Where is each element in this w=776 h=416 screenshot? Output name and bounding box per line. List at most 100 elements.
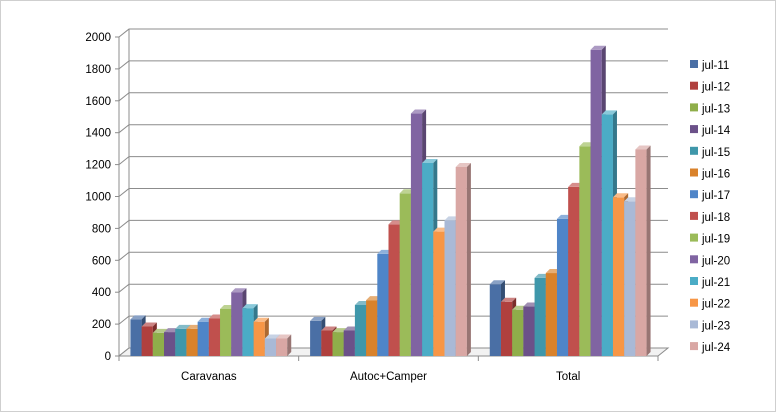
bar-top bbox=[242, 304, 258, 309]
legend-swatch bbox=[690, 320, 698, 329]
y-tick-label: 0 bbox=[105, 351, 111, 363]
bar-top bbox=[152, 328, 169, 333]
bars bbox=[130, 45, 651, 356]
legend-swatch bbox=[690, 103, 698, 112]
bar bbox=[455, 162, 471, 356]
legend-item: jul-15 bbox=[690, 146, 730, 159]
bar-front bbox=[152, 332, 165, 356]
bar-top bbox=[253, 317, 269, 322]
bar-front bbox=[410, 113, 423, 356]
legend-label: jul-12 bbox=[701, 82, 730, 94]
bar-front bbox=[444, 220, 456, 356]
bar-front bbox=[332, 332, 344, 356]
legend-label: jul-15 bbox=[701, 147, 730, 159]
legend-label: jul-19 bbox=[701, 234, 730, 246]
bar-top bbox=[590, 45, 606, 50]
legend-swatch bbox=[690, 60, 698, 68]
legend-label: jul-14 bbox=[701, 125, 731, 137]
y-tick-label: 1200 bbox=[85, 160, 111, 172]
legend-label: jul-13 bbox=[701, 103, 730, 115]
bar-front bbox=[590, 49, 602, 356]
bar-front bbox=[377, 253, 389, 356]
legend-item: jul-16 bbox=[690, 168, 730, 181]
bar-side bbox=[646, 145, 651, 356]
bar-front bbox=[422, 163, 434, 356]
legend-label: jul-23 bbox=[701, 320, 730, 332]
bar-front bbox=[601, 114, 613, 356]
legend-item: jul-23 bbox=[690, 320, 730, 332]
legend-item: jul-14 bbox=[690, 125, 731, 137]
legend-swatch bbox=[690, 342, 698, 351]
legend-swatch bbox=[690, 277, 698, 285]
legend-label: jul-16 bbox=[701, 169, 730, 181]
bar-front bbox=[321, 330, 333, 356]
bar-front bbox=[523, 306, 535, 356]
bar-front bbox=[242, 308, 254, 356]
bar-top bbox=[264, 334, 281, 339]
bar-front bbox=[545, 273, 557, 356]
bar-side bbox=[466, 162, 471, 356]
legend-swatch bbox=[690, 298, 698, 307]
bar-top bbox=[489, 280, 505, 285]
legend-label: jul-20 bbox=[701, 255, 730, 267]
legend-item: jul-20 bbox=[690, 255, 730, 267]
bar-top bbox=[276, 334, 292, 339]
bar-front bbox=[130, 319, 142, 356]
bar-top bbox=[130, 315, 146, 320]
legend-label: jul-11 bbox=[701, 60, 729, 72]
legend-item: jul-12 bbox=[690, 81, 730, 94]
y-tick-label: 1000 bbox=[85, 192, 111, 204]
legend-swatch bbox=[690, 255, 698, 264]
bar-front bbox=[208, 318, 221, 356]
bar-front bbox=[343, 330, 355, 356]
bar-front bbox=[220, 308, 232, 356]
bar-front bbox=[579, 146, 591, 356]
bar-top bbox=[141, 322, 157, 327]
legend-label: jul-17 bbox=[701, 190, 730, 202]
bar-front bbox=[635, 149, 647, 356]
bar-top bbox=[410, 109, 427, 114]
bar-front bbox=[455, 166, 467, 356]
bar-front bbox=[310, 320, 322, 356]
y-tick-label: 1800 bbox=[85, 64, 111, 76]
bar-top bbox=[310, 316, 326, 321]
bar-top bbox=[231, 288, 247, 293]
gridline bbox=[118, 60, 668, 70]
bar-front bbox=[500, 301, 513, 356]
bar-front bbox=[175, 328, 187, 356]
legend-item: jul-17 bbox=[690, 190, 730, 202]
bar-front bbox=[164, 332, 176, 356]
bar-front bbox=[433, 231, 445, 356]
bar-top bbox=[422, 159, 438, 164]
legend-swatch bbox=[690, 125, 698, 134]
bar-top bbox=[500, 297, 517, 302]
bar-front bbox=[612, 197, 625, 356]
gridline bbox=[118, 92, 668, 102]
legend-item: jul-18 bbox=[690, 211, 730, 224]
bar-front bbox=[388, 224, 400, 356]
y-tick-label: 1400 bbox=[85, 128, 111, 140]
legend-item: jul-21 bbox=[690, 277, 730, 289]
axis-labels: 0 200 400 600 800 1000 1200 1400 1600 1800 2000 Car… bbox=[85, 32, 580, 383]
x-tick-label: Caravanas bbox=[181, 371, 237, 383]
gridline bbox=[118, 28, 668, 38]
bar-front bbox=[568, 186, 580, 356]
bar-front bbox=[556, 218, 569, 356]
bar-front bbox=[253, 321, 265, 356]
bar-front bbox=[512, 309, 524, 356]
legend: jul-11 jul-12 jul-13 jul-14 jul-15 jul-16 jul-… bbox=[690, 60, 731, 354]
bar-top bbox=[175, 324, 191, 329]
legend-item: jul-24 bbox=[690, 342, 731, 354]
y-tick-label: 2000 bbox=[85, 32, 111, 44]
y-tick-label: 400 bbox=[92, 287, 111, 299]
legend-swatch bbox=[690, 81, 698, 90]
legend-label: jul-21 bbox=[701, 277, 730, 289]
bar bbox=[276, 334, 292, 356]
legend-label: jul-18 bbox=[701, 212, 730, 224]
bar-top bbox=[321, 326, 337, 331]
legend-item: jul-13 bbox=[690, 103, 730, 115]
legend-swatch bbox=[690, 233, 698, 242]
x-tick-label: Autoc+Camper bbox=[350, 371, 427, 383]
